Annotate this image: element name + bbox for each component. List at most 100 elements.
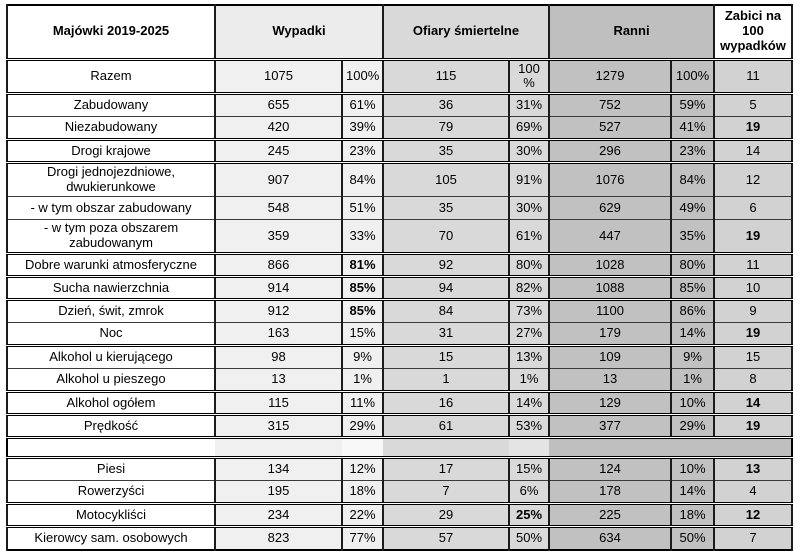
- cell-zabici-per-100: 5: [713, 93, 793, 118]
- row-label: Kierowcy sam. osobowych: [6, 526, 216, 551]
- cell-wypadki-count: 234: [214, 503, 343, 529]
- row-label: Dzień, świt, zmrok: [6, 299, 216, 324]
- table-row: - w tym poza obszarem zabudowanym 359 33…: [6, 219, 793, 256]
- table-row: Noc 163 15% 31 27% 179 14% 19: [6, 322, 793, 348]
- table-row: Razem 1075 100% 115 100 % 1279 100% 11: [6, 59, 793, 96]
- table-row: - w tym obszar zabudowany 548 51% 35 30%…: [6, 196, 793, 221]
- cell-ofiary-percent: 31%: [508, 93, 550, 118]
- cell-zabici-per-100: 7: [713, 526, 793, 551]
- cell-zabici-per-100: 14: [713, 391, 793, 417]
- cell-ranni-count: 225: [548, 503, 672, 529]
- cell-ranni-count: 1028: [548, 253, 672, 279]
- cell-ranni-percent: 18%: [670, 503, 715, 529]
- cell-zabici-per-100: 19: [713, 116, 793, 142]
- cell-wypadki-percent: 9%: [341, 345, 384, 370]
- table-row: [7, 437, 792, 460]
- cell-wypadki-percent: 12%: [341, 457, 384, 482]
- cell-ranni-percent: 10%: [670, 457, 715, 482]
- cell-ofiary-count: 92: [382, 253, 510, 279]
- cell-ranni-percent: 100%: [670, 59, 715, 96]
- cell-ranni-count: 629: [548, 196, 672, 221]
- cell-ofiary-count: 17: [382, 457, 510, 482]
- cell-ranni-percent: 49%: [670, 196, 715, 221]
- cell-ranni-percent: 10%: [670, 391, 715, 417]
- cell-wypadki-percent: 1%: [341, 368, 384, 394]
- cell-ranni-count: 178: [548, 480, 672, 506]
- cell-ranni-count: 13: [548, 368, 672, 394]
- cell-wypadki-percent: 22%: [341, 503, 384, 529]
- cell-zabici-per-100: 14: [713, 139, 793, 165]
- cell-zabici-per-100: 9: [713, 299, 793, 324]
- cell-ofiary-count: 35: [382, 196, 510, 221]
- cell-ranni-percent: 14%: [670, 480, 715, 506]
- cell-ofiary-count: 84: [382, 299, 510, 324]
- cell-zabici-per-100: 19: [713, 219, 793, 256]
- row-label: Drogi jednojezdniowe, dwukierunkowe: [6, 162, 216, 198]
- cell-wypadki-count: [215, 437, 342, 460]
- cell-ofiary-count: 105: [382, 162, 510, 198]
- cell-ranni-count: 179: [548, 322, 672, 348]
- col-header-ofiary-smiertelne: Ofiary śmiertelne: [382, 5, 550, 61]
- cell-ranni-count: 1076: [548, 162, 672, 198]
- cell-wypadki-percent: 85%: [341, 299, 384, 324]
- table-body: Razem 1075 100% 115 100 % 1279 100% 11 Z…: [6, 59, 793, 551]
- cell-ranni-percent: 29%: [670, 414, 715, 440]
- cell-wypadki-percent: 15%: [341, 322, 384, 348]
- table-row: Alkohol u pieszego 13 1% 1 1% 13 1% 8: [6, 368, 793, 394]
- row-label: - w tym obszar zabudowany: [6, 196, 216, 221]
- table-row: Piesi 134 12% 17 15% 124 10% 13: [6, 457, 793, 482]
- cell-wypadki-count: 420: [214, 116, 343, 142]
- cell-zabici-per-100: 4: [713, 480, 793, 506]
- cell-ofiary-percent: 30%: [508, 139, 550, 165]
- cell-ofiary-percent: 50%: [508, 526, 550, 551]
- table-row: Drogi jednojezdniowe, dwukierunkowe 907 …: [6, 162, 793, 198]
- cell-ofiary-count: 15: [382, 345, 510, 370]
- cell-ofiary-percent: 73%: [508, 299, 550, 324]
- row-label: Alkohol ogółem: [6, 391, 216, 417]
- cell-ranni-count: 129: [548, 391, 672, 417]
- cell-wypadki-count: 245: [214, 139, 343, 165]
- cell-zabici-per-100: 11: [713, 59, 793, 96]
- row-label: Rowerzyści: [6, 480, 216, 506]
- cell-ofiary-percent: 69%: [508, 116, 550, 142]
- cell-ofiary-count: 61: [382, 414, 510, 440]
- cell-ranni-percent: 86%: [670, 299, 715, 324]
- table-row: Drogi krajowe 245 23% 35 30% 296 23% 14: [6, 139, 793, 165]
- row-label: Alkohol u pieszego: [6, 368, 216, 394]
- cell-ofiary-count: 35: [382, 139, 510, 165]
- cell-ofiary-percent: 14%: [508, 391, 550, 417]
- cell-wypadki-percent: 85%: [341, 276, 384, 302]
- cell-ranni-count: 447: [548, 219, 672, 256]
- cell-ofiary-percent: 30%: [508, 196, 550, 221]
- cell-ranni-percent: 9%: [670, 345, 715, 370]
- table-row: Niezabudowany 420 39% 79 69% 527 41% 19: [6, 116, 793, 142]
- cell-ofiary-count: 79: [382, 116, 510, 142]
- col-header-zabici-na-100-wypadkow: Zabici na 100 wypadków: [713, 5, 793, 61]
- cell-ranni-count: 527: [548, 116, 672, 142]
- row-label: Motocykliści: [6, 503, 216, 529]
- cell-zabici-per-100: 19: [713, 322, 793, 348]
- cell-ofiary-count: 36: [382, 93, 510, 118]
- cell-zabici-per-100: 8: [713, 368, 793, 394]
- cell-wypadki-percent: 100%: [341, 59, 384, 96]
- cell-wypadki-percent: 18%: [341, 480, 384, 506]
- cell-wypadki-percent: 77%: [341, 526, 384, 551]
- cell-ranni-count: 634: [548, 526, 672, 551]
- cell-ofiary-percent: [509, 437, 549, 460]
- row-label: Zabudowany: [6, 93, 216, 118]
- row-label: [7, 437, 215, 460]
- row-label: - w tym poza obszarem zabudowanym: [6, 219, 216, 256]
- cell-ofiary-count: 16: [382, 391, 510, 417]
- cell-wypadki-count: 163: [214, 322, 343, 348]
- cell-ofiary-percent: 82%: [508, 276, 550, 302]
- cell-ranni-percent: 84%: [670, 162, 715, 198]
- row-label: Niezabudowany: [6, 116, 216, 142]
- cell-ranni-percent: 35%: [670, 219, 715, 256]
- row-label: Piesi: [6, 457, 216, 482]
- cell-ranni-count: 1100: [548, 299, 672, 324]
- cell-wypadki-percent: 81%: [341, 253, 384, 279]
- header-row: Majówki 2019-2025 Wypadki Ofiary śmierte…: [6, 5, 793, 61]
- cell-ranni-count: 752: [548, 93, 672, 118]
- cell-ofiary-percent: 80%: [508, 253, 550, 279]
- cell-wypadki-count: 134: [214, 457, 343, 482]
